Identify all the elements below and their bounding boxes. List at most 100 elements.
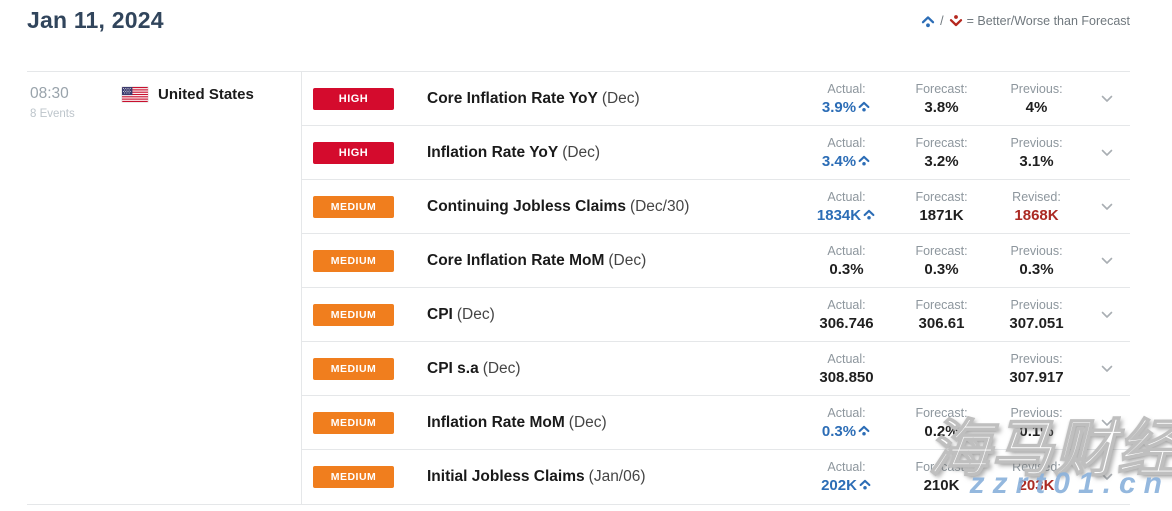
stat-label: Actual: xyxy=(827,297,866,312)
stat-value-text: 0.3% xyxy=(1019,260,1054,278)
importance-badge: MEDIUM xyxy=(313,249,394,272)
stat-label: Revised: xyxy=(1012,460,1061,474)
stat-value-text: 1871K xyxy=(919,206,964,224)
stat-label: Forecast: xyxy=(915,297,968,312)
expand-chevron-icon[interactable] xyxy=(1084,149,1130,157)
stat-label: Forecast: xyxy=(915,189,968,204)
stat-label: Actual: xyxy=(827,243,866,258)
stat-value: 307.051 xyxy=(989,315,1084,332)
stat-col-actual: Actual: 306.746 xyxy=(799,298,894,332)
stat-value-text: 3.4% xyxy=(821,152,857,170)
stat-col-actual: Actual: 3.4% xyxy=(799,136,894,170)
legend-separator: / xyxy=(940,14,944,28)
importance-badge: MEDIUM xyxy=(313,303,394,326)
stat-label: Actual: xyxy=(827,405,866,420)
expand-chevron-icon[interactable] xyxy=(1084,419,1130,427)
page-title: Jan 11, 2024 xyxy=(27,7,164,33)
event-row[interactable]: HIGH Core Inflation Rate YoY (Dec) Actual… xyxy=(302,72,1130,126)
stat-col-actual: Actual: 3.9% xyxy=(799,82,894,116)
stat-value: 3.9% xyxy=(799,99,894,116)
stat-value-text: 3.1% xyxy=(1019,152,1054,170)
worse-than-forecast-icon xyxy=(948,13,964,29)
stat-value: 3.1% xyxy=(989,153,1084,170)
better-than-forecast-icon xyxy=(863,209,875,220)
event-name: Core Inflation Rate MoM xyxy=(427,251,605,269)
event-row[interactable]: MEDIUM Initial Jobless Claims (Jan/06) Ac… xyxy=(302,450,1130,504)
expand-chevron-icon[interactable] xyxy=(1084,365,1130,373)
stat-label: Forecast: xyxy=(915,243,968,258)
stat-label: Previous: xyxy=(1010,243,1063,258)
stat-label: Forecast: xyxy=(915,405,968,420)
stat-value: 1834K xyxy=(799,207,894,224)
stat-value-text: 203K xyxy=(1018,477,1055,494)
session-panel: 08:30 8 Events xyxy=(27,72,302,504)
event-stats: Actual: 1834K Forecast: 1871K Revised: 1… xyxy=(799,190,1084,224)
event-period: (Dec) xyxy=(456,305,495,323)
importance-badge: HIGH xyxy=(313,141,394,164)
expand-chevron-icon[interactable] xyxy=(1084,473,1130,481)
expand-chevron-icon[interactable] xyxy=(1084,95,1130,103)
event-name: Initial Jobless Claims xyxy=(427,468,585,485)
stat-value-text: 202K xyxy=(821,477,857,494)
stat-label: Revised: xyxy=(1012,189,1061,204)
session-event-count: 8 Events xyxy=(30,108,75,120)
importance-badge: MEDIUM xyxy=(313,466,394,488)
stat-value-text: 0.2% xyxy=(924,422,959,440)
better-than-forecast-icon xyxy=(858,101,870,112)
stat-value: 0.2% xyxy=(894,423,989,440)
importance-badge: MEDIUM xyxy=(313,195,394,218)
event-row[interactable]: MEDIUM CPI s.a (Dec) Actual: 308.850 Prev… xyxy=(302,342,1130,396)
event-name: CPI s.a xyxy=(427,359,479,377)
stat-value-text: 1834K xyxy=(816,206,862,224)
expand-chevron-icon[interactable] xyxy=(1084,311,1130,319)
stat-value: 307.917 xyxy=(989,369,1084,386)
stat-col-actual: Actual: 308.850 xyxy=(799,352,894,386)
event-row[interactable]: HIGH Inflation Rate YoY (Dec) Actual: 3.4… xyxy=(302,126,1130,180)
stat-col-forecast: Forecast: 3.8% xyxy=(894,82,989,116)
event-row[interactable]: MEDIUM CPI (Dec) Actual: 306.746 Forecast… xyxy=(302,288,1130,342)
stat-value: 4% xyxy=(989,99,1084,116)
stat-value-text: 3.9% xyxy=(821,98,857,116)
stat-label: Previous: xyxy=(1010,405,1063,420)
event-title: Initial Jobless Claims (Jan/06) xyxy=(427,468,646,486)
stat-col-forecast: Forecast: 3.2% xyxy=(894,136,989,170)
stat-label: Previous: xyxy=(1010,81,1063,96)
stat-col-previous: Previous: 307.917 xyxy=(989,352,1084,386)
event-row[interactable]: MEDIUM Core Inflation Rate MoM (Dec) Actu… xyxy=(302,234,1130,288)
stat-value-text: 0.3% xyxy=(924,260,959,278)
expand-chevron-icon[interactable] xyxy=(1084,257,1130,265)
stat-value-text: 0.3% xyxy=(829,260,864,278)
event-stats: Actual: 202K Forecast: 210K Revised: 203… xyxy=(799,460,1084,494)
stat-col-previous: Revised: 203K xyxy=(989,460,1084,494)
stat-col-actual: Actual: 1834K xyxy=(799,190,894,224)
stat-value-text: 3.2% xyxy=(924,152,959,170)
stat-value: 306.746 xyxy=(799,315,894,332)
stat-col-actual: Actual: 202K xyxy=(799,460,894,494)
legend-text: = Better/Worse than Forecast xyxy=(966,14,1130,28)
event-period: (Dec) xyxy=(482,359,521,377)
stat-value: 306.61 xyxy=(894,315,989,332)
stat-label: Previous: xyxy=(1010,135,1063,150)
forecast-legend: / = Better/Worse than Forecast xyxy=(920,13,1130,29)
stat-label: Actual: xyxy=(827,189,866,204)
stat-value-text: 306.61 xyxy=(918,314,965,332)
session-time: 08:30 xyxy=(30,85,69,102)
event-row[interactable]: MEDIUM Inflation Rate MoM (Dec) Actual: 0… xyxy=(302,396,1130,450)
country-name: United States xyxy=(158,86,254,103)
stat-col-actual: Actual: 0.3% xyxy=(799,406,894,440)
stat-value-text: 307.051 xyxy=(1009,314,1064,332)
stat-col-previous: Previous: 0.3% xyxy=(989,244,1084,278)
country-block[interactable]: United States xyxy=(122,85,254,504)
event-row[interactable]: MEDIUM Continuing Jobless Claims (Dec/30)… xyxy=(302,180,1130,234)
event-name: CPI xyxy=(427,305,453,323)
stat-value-text: 306.746 xyxy=(819,314,874,332)
event-stats: Actual: 306.746 Forecast: 306.61 Previou… xyxy=(799,298,1084,332)
event-title: Core Inflation Rate YoY (Dec) xyxy=(427,90,640,108)
importance-badge: HIGH xyxy=(313,87,394,110)
expand-chevron-icon[interactable] xyxy=(1084,203,1130,211)
event-period: (Dec) xyxy=(608,251,647,269)
event-period: (Dec) xyxy=(568,413,607,431)
event-name: Continuing Jobless Claims xyxy=(427,197,626,215)
stat-value-text: 0.1% xyxy=(1019,422,1054,440)
stat-value: 308.850 xyxy=(799,369,894,386)
